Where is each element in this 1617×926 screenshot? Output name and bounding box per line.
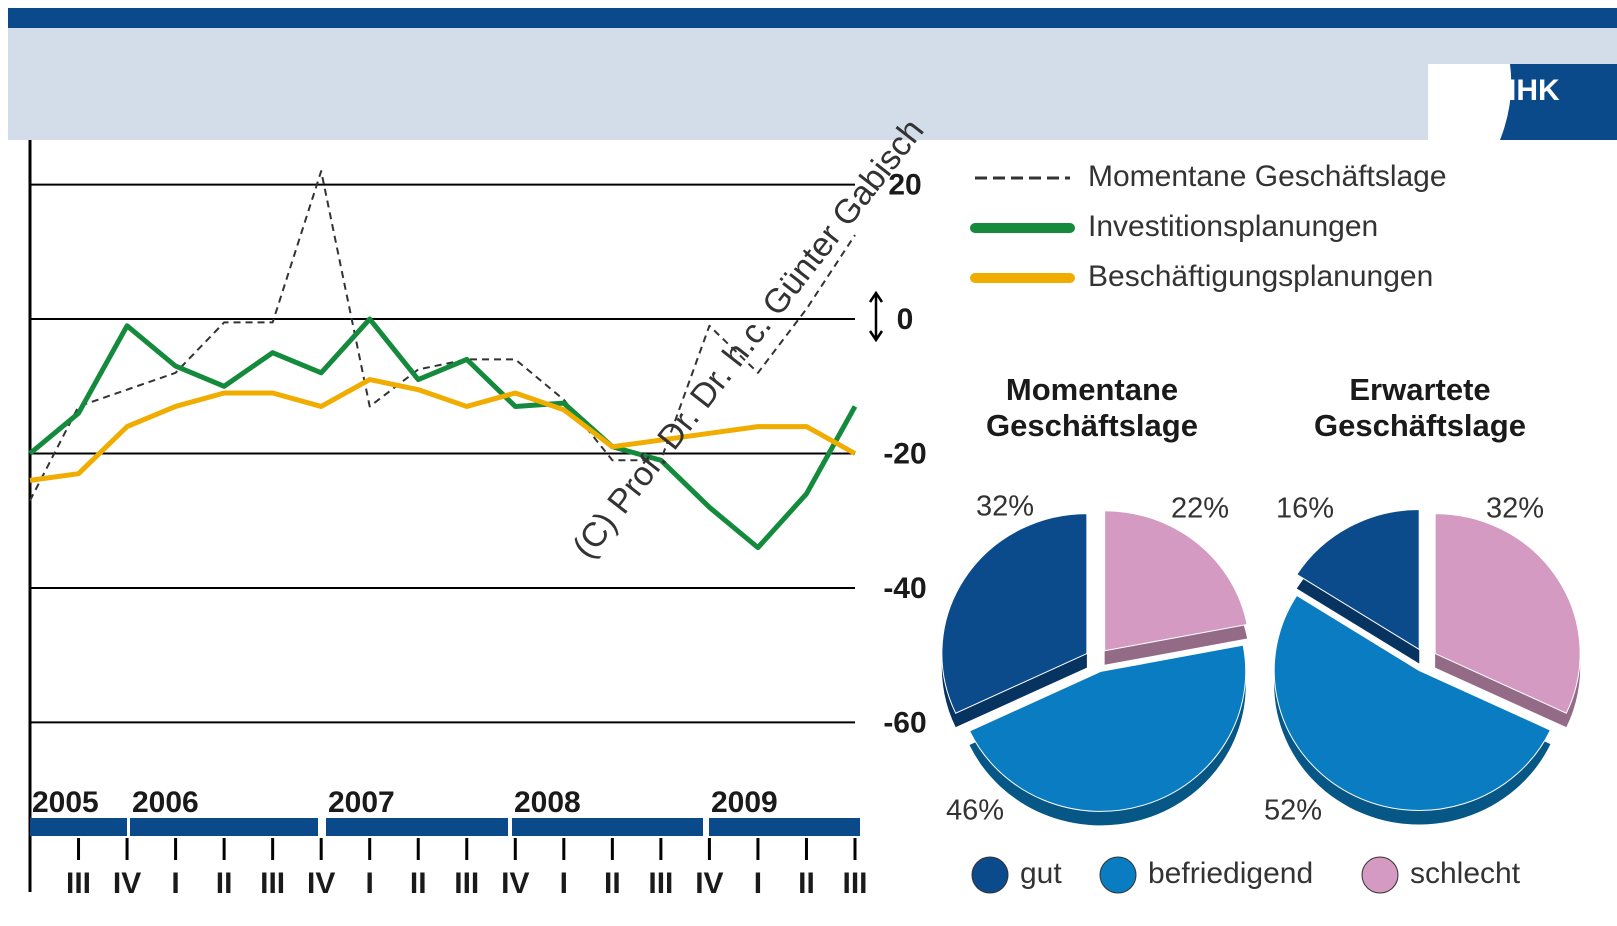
logo-shape (1500, 64, 1617, 140)
legend-dot (1361, 856, 1399, 894)
series-line (28, 316, 858, 551)
legend-label: Momentane Geschäftslage (1088, 160, 1447, 193)
y-tick-label: 20 (888, 169, 921, 202)
x-tick-label: I (171, 867, 179, 900)
pie-title: Geschäftslage (986, 408, 1198, 443)
y-tick-label: 0 (897, 303, 914, 336)
year-label: 2008 (514, 786, 581, 819)
x-tick-label: III (842, 867, 867, 900)
series-line (29, 377, 857, 483)
year-bar (512, 818, 703, 836)
pie-slice (1296, 508, 1420, 651)
pie-slice (1434, 513, 1581, 714)
x-tick-label: II (604, 867, 621, 900)
series-line (29, 170, 856, 502)
x-tick-label: III (648, 867, 673, 900)
x-tick-label: I (560, 867, 568, 900)
logo-text: IHK (1508, 74, 1560, 107)
pie-slice (1273, 594, 1552, 811)
y-tick-label: -20 (883, 437, 926, 470)
x-tick-label: IV (307, 867, 335, 900)
pie-label: 32% (1486, 493, 1544, 525)
year-label: 2009 (711, 786, 778, 819)
header-band (8, 28, 1617, 140)
x-tick-label: III (66, 867, 91, 900)
pie-label: 32% (976, 491, 1034, 523)
pie-label: 52% (1264, 795, 1322, 827)
year-label: 2005 (32, 786, 99, 819)
legend-dot (971, 856, 1009, 894)
pie-title: Momentane (1006, 372, 1178, 407)
pie-slice (968, 644, 1247, 812)
legend-label: schlecht (1410, 857, 1521, 890)
x-tick-label: III (260, 867, 285, 900)
legend-label: gut (1020, 857, 1062, 890)
year-label: 2006 (132, 786, 199, 819)
axis-break (868, 290, 884, 343)
header-bar (8, 8, 1617, 28)
pie-slice (1104, 510, 1248, 652)
legend-dot (1099, 856, 1137, 894)
year-bar (326, 818, 508, 836)
legend-label: Beschäftigungsplanungen (1088, 260, 1433, 293)
legend-label: befriedigend (1148, 857, 1313, 890)
pie-title: Erwartete (1349, 372, 1490, 407)
y-tick-label: -40 (883, 572, 926, 605)
year-bar (130, 818, 318, 836)
x-tick-label: III (454, 867, 479, 900)
x-tick-label: IV (501, 867, 529, 900)
legend-label: Investitionsplanungen (1088, 210, 1378, 243)
x-tick-label: II (798, 867, 815, 900)
pie-label: 16% (1276, 493, 1334, 525)
pie-slice (941, 513, 1088, 714)
x-tick-label: I (366, 867, 374, 900)
pie-label: 46% (946, 795, 1004, 827)
year-label: 2007 (328, 786, 395, 819)
pie-label: 22% (1171, 493, 1229, 525)
x-tick-label: II (216, 867, 233, 900)
pie-title: Geschäftslage (1314, 408, 1526, 443)
year-bar (30, 818, 127, 836)
y-tick-label: -60 (883, 706, 926, 739)
x-tick-label: II (410, 867, 427, 900)
x-tick-label: IV (113, 867, 141, 900)
year-bar (709, 818, 860, 836)
x-tick-label: I (754, 867, 762, 900)
x-tick-label: IV (695, 867, 723, 900)
